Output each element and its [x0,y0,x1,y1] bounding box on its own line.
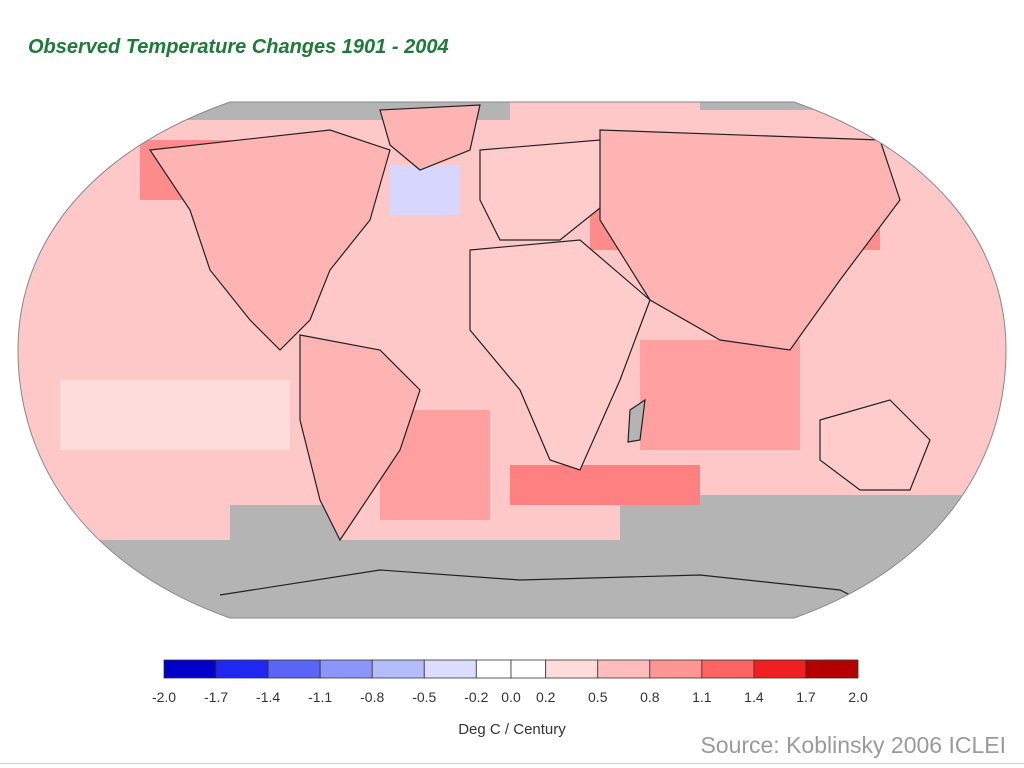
asia [599,129,901,351]
legend-tick-label: -1.4 [256,689,280,705]
legend-swatches [163,659,859,679]
southern-ocean-gray-1 [230,505,340,545]
legend-swatch [215,659,269,679]
legend-swatch [805,659,859,679]
legend-swatch [475,659,512,679]
legend-tick-label: -1.1 [308,689,332,705]
legend-tick-label: -0.8 [360,689,384,705]
world-temperature-map [17,101,1007,619]
legend-swatch [371,659,425,679]
map-title: Observed Temperature Changes 1901 - 2004 [28,36,449,58]
pacific-light-band [60,380,290,450]
madagascar [627,398,646,443]
south-america [299,334,421,542]
north-america [148,129,391,351]
arctic-no-data-east [700,102,900,110]
source-credit: Source: Koblinsky 2006 ICLEI [700,732,1006,758]
legend-tick-label: 0.2 [536,689,556,705]
indian-ocean-warm [640,340,800,450]
legend-swatch [753,659,807,679]
legend-swatch [510,659,547,679]
australia [819,399,931,491]
legend-swatch [267,659,321,679]
southern-indian-warm [510,465,700,505]
legend-tick-label: 2.0 [848,689,868,705]
legend-tick-label: 0.8 [640,689,660,705]
north-atlantic-cool [390,165,460,215]
legend-swatch [701,659,755,679]
legend-tick-label: -1.7 [204,689,228,705]
africa [469,239,651,471]
color-legend: -2.0 -1.7 -1.4 -1.1 -0.8 -0.5 -0.2 0.0 0.2 0.5 0.8… [152,659,868,738]
greenland [379,104,481,171]
legend-tick-label: 1.7 [796,689,816,705]
antarctica-coast [219,569,881,611]
legend-swatch [163,659,217,679]
legend-swatch [319,659,373,679]
legend-unit-label: Deg C / Century [458,721,566,738]
legend-swatch [423,659,477,679]
legend-tick-label: -0.5 [412,689,436,705]
legend-swatch [545,659,599,679]
antarctica-no-data [18,540,1006,618]
legend-tick-label: -0.2 [464,689,488,705]
legend-swatch [649,659,703,679]
legend-tick-label: 0.0 [501,689,521,705]
legend-tick-label: 1.1 [692,689,712,705]
legend-tick-labels: -2.0 -1.7 -1.4 -1.1 -0.8 -0.5 -0.2 0.0 0.2 0.5 0.8… [152,689,868,705]
legend-tick-label: 0.5 [588,689,608,705]
legend-tick-label: 1.4 [744,689,764,705]
globe-outline [17,101,1007,619]
legend-swatch [597,659,651,679]
footer-rule [0,763,1024,764]
legend-tick-label: -2.0 [152,689,176,705]
